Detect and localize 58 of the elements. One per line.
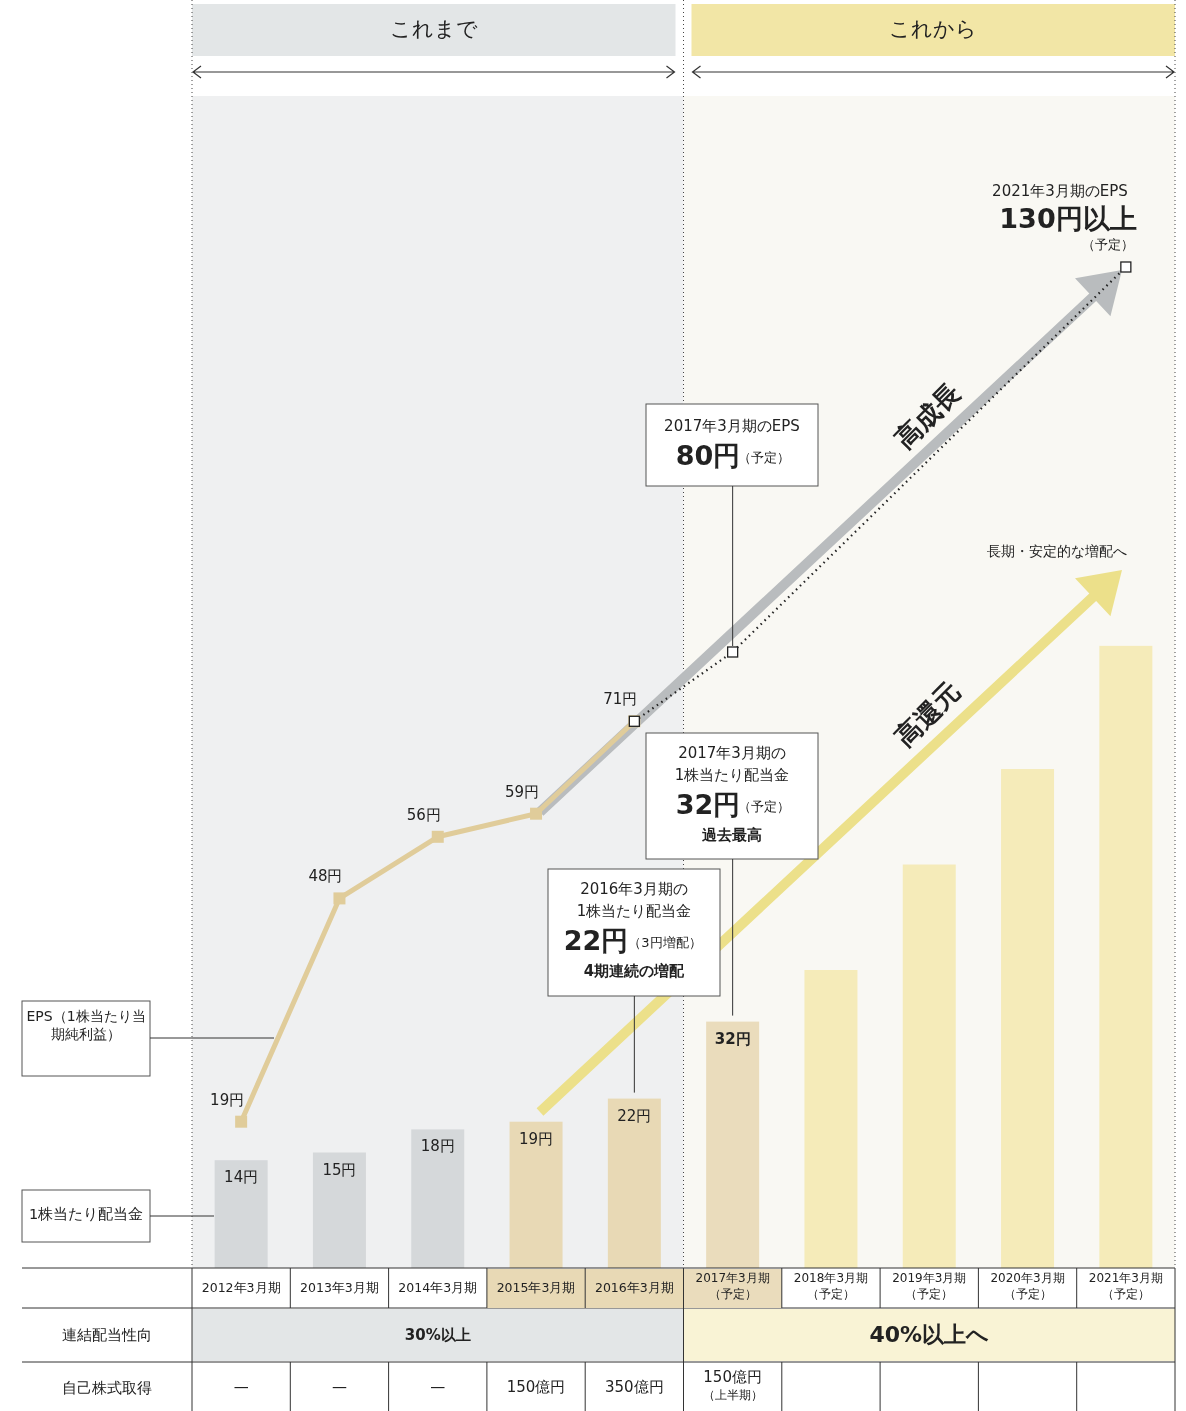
text: 150億円 <box>702 1368 763 1388</box>
data-label: 71円 <box>602 690 639 710</box>
text: — <box>232 1378 250 1398</box>
text: （上半期） <box>701 1388 764 1404</box>
annotation: 1株当たり配当金 <box>673 766 791 786</box>
x-tick-label: 2021年3月期（予定） <box>1087 1271 1164 1303</box>
text: （予定） <box>1081 237 1135 254</box>
data-label: 14円 <box>223 1168 260 1188</box>
bar <box>411 1129 465 1268</box>
text: 連結配当性向 <box>61 1326 153 1346</box>
annotation: 22円 <box>563 925 629 956</box>
text: EPS（1株当たり当期純利益） <box>25 1007 147 1044</box>
text: 40%以上へ <box>868 1321 991 1349</box>
bar <box>804 970 858 1268</box>
x-tick-label: 2014年3月期 <box>397 1280 479 1297</box>
data-label: 48円 <box>307 867 344 887</box>
text: — <box>330 1378 348 1398</box>
data-label: 32円 <box>713 1029 752 1050</box>
annotation: 長期・安定的な増配へ <box>986 543 1128 561</box>
band-label: これから <box>888 16 979 43</box>
data-label: 18円 <box>419 1137 456 1157</box>
text: 2021年3月期のEPS <box>991 182 1129 202</box>
annotation: 4期連続の増配 <box>582 962 686 982</box>
annotation: 2016年3月期の <box>579 880 689 900</box>
x-tick-label: 2020年3月期（予定） <box>989 1271 1066 1303</box>
x-tick-label: 2017年3月期（予定） <box>694 1271 771 1303</box>
annotation: 高還元 <box>888 675 967 755</box>
text: 350億円 <box>604 1378 665 1398</box>
annotation: 2017年3月期の <box>677 744 787 764</box>
data-label: 22円 <box>616 1106 653 1127</box>
data-label: 19円 <box>518 1129 555 1150</box>
data-label: 15円 <box>321 1160 358 1180</box>
text: 150億円 <box>505 1378 567 1398</box>
bar <box>1099 645 1153 1268</box>
text: 130円以上 <box>998 202 1138 236</box>
x-tick-label: 2012年3月期 <box>200 1280 282 1297</box>
x-tick-label: 2013年3月期 <box>299 1280 380 1297</box>
annotation: 高成長 <box>888 377 967 457</box>
text: 自己株式取得 <box>61 1379 153 1399</box>
data-label: 59円 <box>504 782 541 803</box>
data-label: 19円 <box>209 1090 246 1111</box>
annotation: 過去最高 <box>701 826 763 846</box>
bar <box>902 864 956 1268</box>
text: 1株当たり配当金 <box>27 1205 145 1224</box>
bar <box>1001 769 1055 1268</box>
x-tick-label: 2016年3月期 <box>593 1280 675 1297</box>
bar <box>214 1160 268 1268</box>
text: 30%以上 <box>403 1326 472 1346</box>
data-label: 56円 <box>405 805 442 826</box>
x-tick-label: 2019年3月期（予定） <box>891 1271 968 1303</box>
x-tick-label: 2015年3月期 <box>495 1280 577 1297</box>
annotation: 1株当たり配当金 <box>575 902 693 922</box>
x-tick-label: 2018年3月期（予定） <box>792 1271 870 1303</box>
text: — <box>429 1378 447 1398</box>
band-label: これまで <box>388 16 479 43</box>
annotation: （3円増配） <box>628 935 702 950</box>
annotation: 2017年3月期のEPS <box>663 417 801 437</box>
bar <box>312 1152 366 1268</box>
